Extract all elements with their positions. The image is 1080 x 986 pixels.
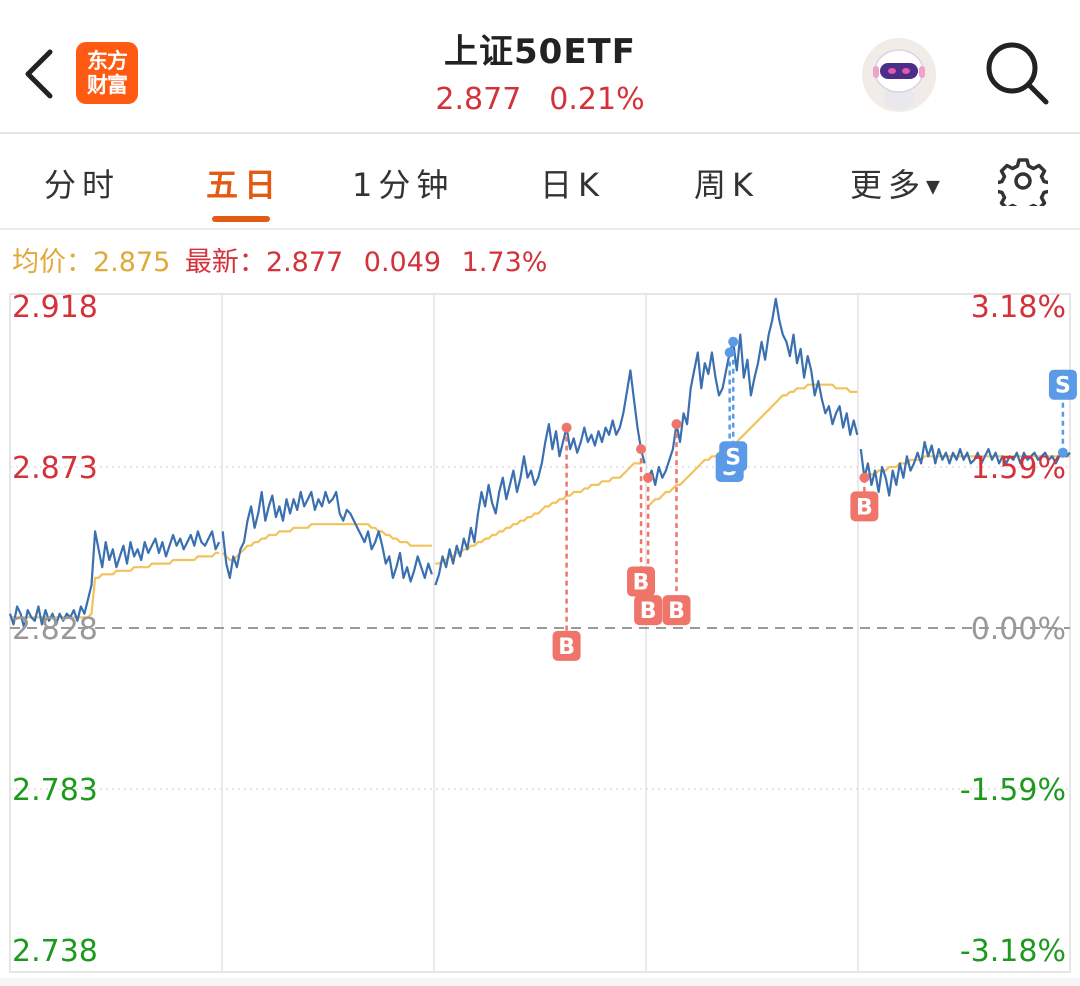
chevron-left-icon[interactable] [18, 44, 62, 104]
buy-marker-label: B [558, 635, 575, 660]
trade-marker-dot [561, 422, 572, 433]
buy-marker-label: B [856, 495, 873, 520]
latest-price-value: 2.877 [265, 247, 344, 278]
y-axis-label-left: 2.918 [12, 290, 98, 325]
buy-marker-badge [850, 491, 879, 522]
trade-marker-dot [643, 472, 654, 483]
latest-change-value: 0.049 [363, 247, 442, 278]
y-axis-label-right: -3.18% [960, 934, 1066, 969]
price-line [221, 490, 433, 583]
y-axis-label-right: 1.59% [971, 451, 1066, 486]
search-icon[interactable] [980, 36, 1052, 108]
chart-tab-bar: 分时 五日 1分钟 日K 周K 更多▼ [0, 134, 1080, 230]
buy-marker-badge [634, 595, 663, 626]
avg-price-line [221, 523, 432, 562]
price-info-bar: 均价：2.875 最新：2.877 0.049 1.73% [12, 240, 547, 279]
bottom-divider [0, 978, 1080, 986]
trade-marker-dot [728, 336, 739, 347]
latest-label: 最新： [184, 247, 266, 278]
page-title: 上证50ETF [444, 32, 636, 72]
top-bar: 东方 财富 上证50ETF 2.877 0.21% [0, 0, 1080, 134]
logo-line1: 东方 [87, 49, 128, 73]
active-tab-indicator [212, 216, 270, 222]
avg-price-label: 均价： [12, 247, 93, 278]
buy-marker-badge [552, 630, 581, 661]
price-line [859, 440, 1071, 497]
price-summary: 2.877 0.21% [340, 82, 740, 117]
robot-avatar-icon[interactable] [862, 38, 936, 112]
trade-marker-dot [859, 472, 870, 483]
trade-marker-dot [671, 419, 682, 430]
buy-marker-label: B [668, 599, 685, 624]
avg-price-value: 2.875 [93, 247, 171, 278]
y-axis-label-left: 2.783 [12, 773, 98, 808]
trade-marker-dot [636, 444, 647, 455]
tab-intraday[interactable]: 分时 [44, 166, 121, 204]
tab-more[interactable]: 更多▼ [850, 160, 940, 206]
buy-marker-label: B [633, 570, 650, 595]
y-axis-label-right: 0.00% [971, 612, 1066, 647]
tab-five-day[interactable]: 五日 [206, 166, 283, 204]
trade-marker-dot [1057, 447, 1068, 458]
y-axis-label-left: 2.828 [12, 612, 98, 647]
sell-marker-badge [1048, 369, 1077, 400]
tab-more-label: 更多 [850, 166, 927, 204]
change-percent: 0.21% [549, 82, 645, 117]
gear-icon[interactable] [998, 156, 1048, 206]
current-price: 2.877 [435, 82, 522, 117]
avg-price-line [647, 383, 858, 508]
avg-price-line [10, 551, 220, 619]
five-day-price-chart[interactable]: BBBBSSBS2.9182.8732.8282.7832.7383.18%1.… [0, 286, 1080, 976]
avg-price-line [435, 459, 646, 565]
y-axis-label-right: -1.59% [960, 773, 1066, 808]
y-axis-label-right: 3.18% [971, 290, 1066, 325]
chart-frame [9, 293, 1071, 973]
sell-marker-badge [719, 441, 748, 472]
sell-marker-label: S [725, 445, 741, 470]
tab-weekly-k[interactable]: 周K [694, 166, 759, 204]
latest-change-percent: 1.73% [461, 247, 548, 278]
app-logo[interactable]: 东方 财富 [76, 42, 138, 104]
y-axis-label-left: 2.873 [12, 451, 98, 486]
tab-daily-k[interactable]: 日K [540, 166, 605, 204]
price-line [434, 369, 646, 586]
tab-one-minute[interactable]: 1分钟 [352, 166, 455, 204]
buy-marker-badge [662, 595, 691, 626]
y-axis-label-left: 2.738 [12, 934, 98, 969]
buy-marker-label: B [640, 599, 657, 624]
caret-down-icon: ▼ [926, 176, 940, 198]
logo-line2: 财富 [87, 73, 128, 97]
price-line [647, 297, 859, 486]
price-line [8, 530, 221, 630]
sell-marker-label: S [1055, 374, 1071, 399]
